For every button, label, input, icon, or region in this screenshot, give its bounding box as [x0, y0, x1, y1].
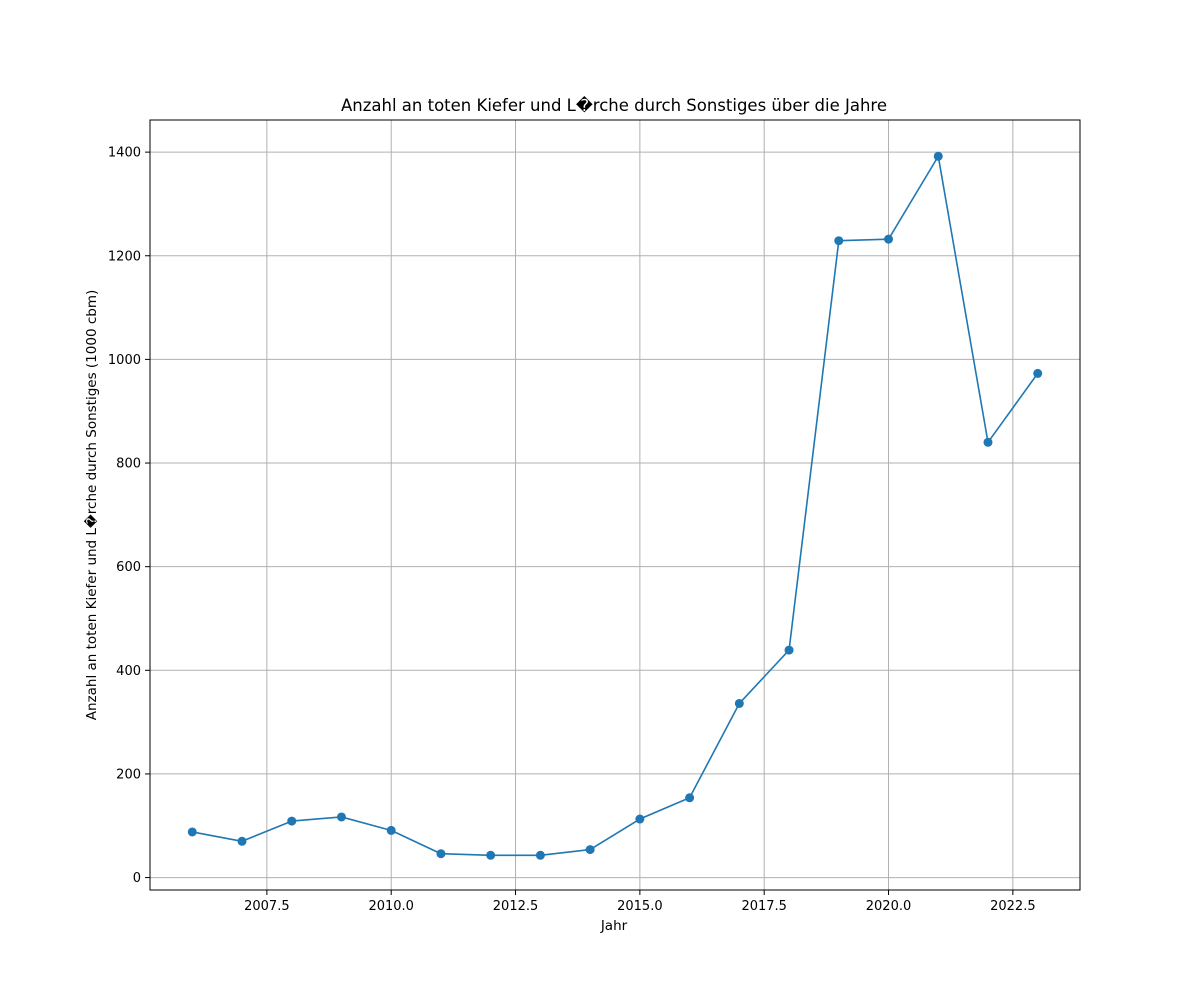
data-point: [685, 793, 695, 803]
y-tick-label: 200: [116, 767, 141, 782]
grid-lines: [150, 120, 1080, 890]
data-point: [336, 812, 346, 822]
data-point: [486, 850, 496, 860]
axis-ticks: 2007.5 2010.0 2012.5 2015.0 2017.5 2020.0 2022…: [108, 146, 1036, 914]
data-point: [287, 816, 297, 826]
y-tick-label: 0: [133, 871, 141, 886]
data-point: [834, 236, 844, 246]
data-point: [1033, 368, 1043, 378]
y-tick-label: 1400: [108, 146, 141, 161]
x-axis-label: Jahr: [600, 918, 628, 934]
data-point: [784, 645, 794, 655]
chart-title: Anzahl an toten Kiefer und L�rche durch …: [341, 95, 887, 115]
data-point: [585, 845, 595, 855]
data-point: [635, 814, 645, 824]
y-tick-label: 1200: [108, 249, 141, 264]
x-tick-label: 2022.5: [990, 899, 1036, 914]
y-tick-label: 600: [116, 560, 141, 575]
data-point: [436, 849, 446, 859]
x-tick-label: 2020.0: [866, 899, 912, 914]
plot-area-frame: [149, 119, 1081, 891]
x-tick-label: 2010.0: [368, 899, 414, 914]
x-tick-label: 2017.5: [741, 899, 787, 914]
data-point: [983, 437, 993, 447]
x-tick-label: 2012.5: [493, 899, 539, 914]
y-tick-label: 1000: [108, 353, 141, 368]
data-point: [187, 827, 197, 837]
data-point: [535, 850, 545, 860]
y-axis-label: Anzahl an toten Kiefer und L�rche durch …: [83, 290, 100, 720]
data-point: [734, 698, 744, 708]
x-tick-label: 2007.5: [244, 899, 290, 914]
y-tick-label: 800: [116, 457, 141, 472]
data-series: [187, 151, 1043, 860]
series-line: [192, 155, 1039, 857]
data-point: [933, 151, 943, 161]
data-point: [237, 836, 247, 846]
y-tick-label: 400: [116, 664, 141, 679]
x-tick-label: 2015.0: [617, 899, 663, 914]
data-point: [386, 825, 396, 835]
data-point: [884, 234, 894, 244]
